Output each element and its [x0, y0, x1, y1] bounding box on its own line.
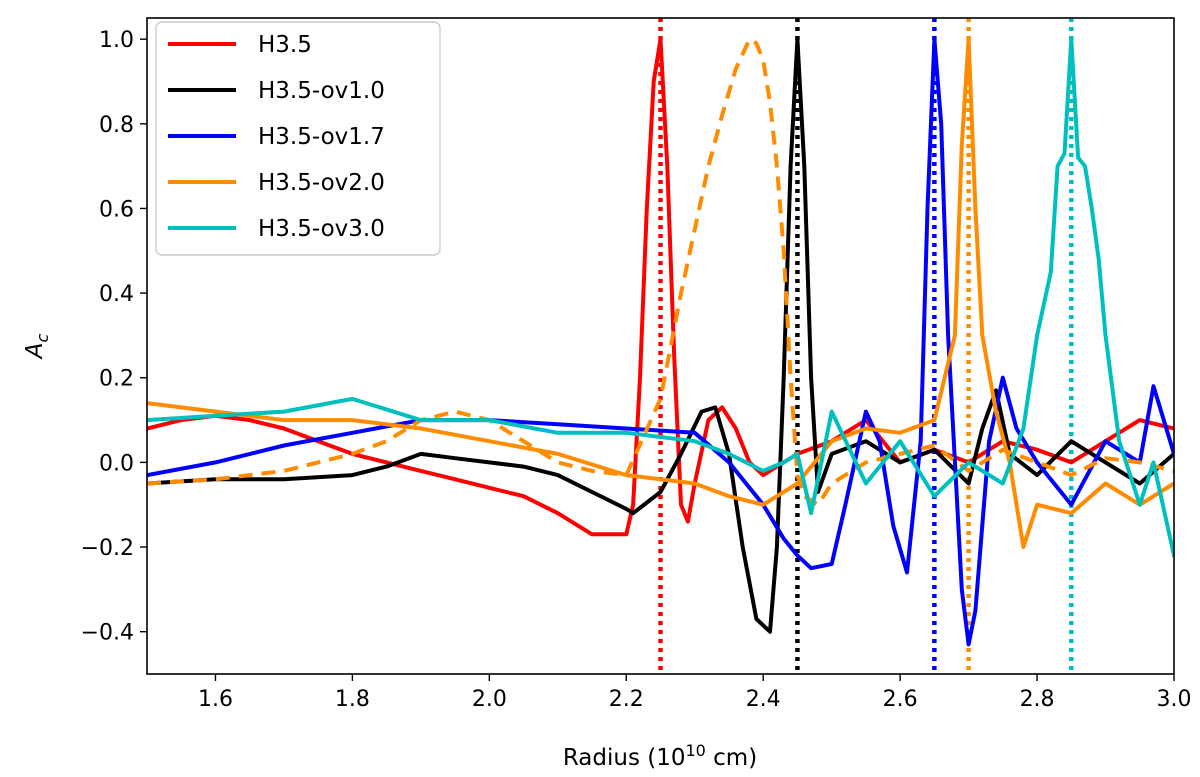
series-line-h3-5-ov3-0	[147, 37, 1174, 558]
series-line-h3-5-ov2-0	[147, 37, 1174, 549]
legend-label-h3-5-ov1-0: H3.5-ov1.0	[258, 78, 385, 104]
legend-label-h3-5-ov2-0: H3.5-ov2.0	[258, 170, 385, 196]
legend-items: H3.5 H3.5-ov1.0 H3.5-ov1.7 H3.5-ov2.0 H3.5-o…	[168, 32, 385, 242]
x-tick-label: 2.0	[472, 687, 507, 712]
y-tick-label: 0.2	[99, 367, 134, 392]
y-tick-label: 0.4	[99, 282, 134, 307]
x-tick-label: 1.8	[335, 687, 370, 712]
y-tick-label: 0.0	[99, 451, 134, 476]
y-axis-label: Ac	[22, 334, 52, 361]
y-tick-label: 0.6	[99, 197, 134, 222]
series-line-h3-5-ov1-0	[147, 37, 1174, 634]
y-tick-label: 0.8	[99, 113, 134, 138]
x-tick-label: 2.6	[883, 687, 918, 712]
legend: H3.5 H3.5-ov1.0 H3.5-ov1.7 H3.5-ov2.0 H3.5-o…	[155, 21, 441, 256]
y-tick-label: −0.2	[81, 536, 134, 561]
series-line-h3-5	[147, 37, 1174, 537]
legend-box	[155, 21, 441, 256]
x-tick-label: 2.8	[1020, 687, 1055, 712]
y-tick-label: 1.0	[99, 28, 134, 53]
legend-label-h3-5-ov3-0: H3.5-ov3.0	[258, 216, 385, 242]
x-axis-label: Radius (1010 cm)	[563, 741, 757, 771]
series-lines	[147, 37, 1174, 647]
x-tick-label: 1.6	[198, 687, 233, 712]
legend-label-h3-5-ov1-7: H3.5-ov1.7	[258, 124, 385, 150]
series-line-h3-5-ov1-7	[147, 37, 1174, 647]
x-tick-label: 2.2	[609, 687, 644, 712]
series-line-h3-5-ov2-0-dashed	[147, 37, 1174, 507]
y-tick-label: −0.4	[81, 621, 134, 646]
x-tick-label: 2.4	[746, 687, 781, 712]
x-tick-label: 3.0	[1157, 687, 1192, 712]
reference-lines	[658, 18, 1074, 674]
y-axis: −0.4 −0.2 0.0 0.2 0.4 0.6 0.8 1.0	[81, 28, 147, 646]
x-axis: 1.6 1.8 2.0 2.2 2.4 2.6 2.8 3.0	[198, 674, 1192, 712]
plot-frame	[146, 17, 1175, 675]
legend-label-h3-5: H3.5	[258, 32, 312, 58]
